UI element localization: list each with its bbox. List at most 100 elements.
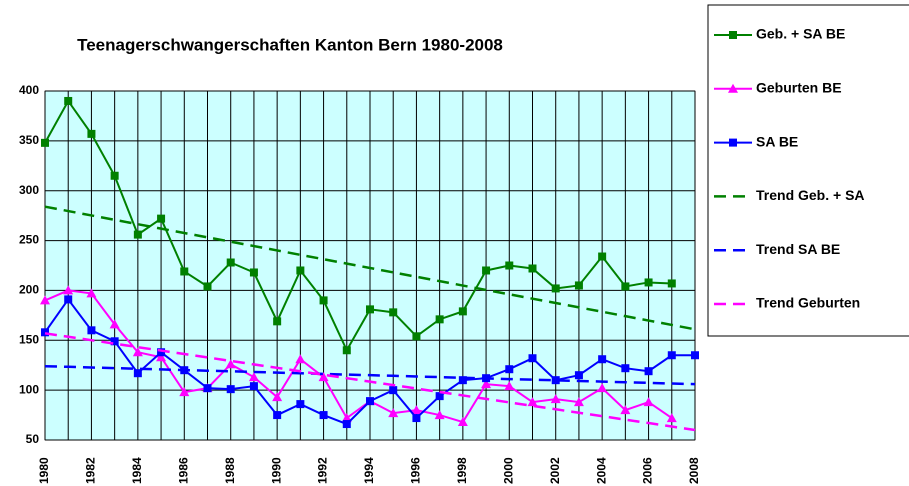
legend-marker bbox=[729, 31, 737, 39]
marker bbox=[156, 352, 167, 362]
marker bbox=[643, 397, 654, 407]
marker bbox=[551, 284, 560, 293]
chart-title: Teenagerschwangerschaften Kanton Bern 19… bbox=[77, 35, 503, 54]
x-tick-label: 1990 bbox=[269, 457, 283, 484]
legend-label: Trend Geb. + SA bbox=[756, 187, 865, 203]
marker bbox=[550, 394, 561, 404]
marker bbox=[389, 308, 398, 317]
marker bbox=[434, 410, 445, 420]
trend-line bbox=[44, 205, 696, 331]
marker bbox=[667, 351, 676, 360]
series bbox=[44, 364, 696, 386]
legend-label: SA BE bbox=[756, 133, 798, 149]
marker bbox=[435, 392, 444, 401]
marker bbox=[249, 268, 258, 277]
marker bbox=[412, 332, 421, 341]
y-tick-label: 200 bbox=[19, 283, 39, 297]
marker bbox=[388, 408, 399, 418]
marker bbox=[342, 420, 351, 429]
marker bbox=[248, 372, 259, 382]
marker bbox=[644, 278, 653, 287]
marker bbox=[296, 266, 305, 275]
y-tick-label: 150 bbox=[19, 332, 39, 346]
marker bbox=[621, 364, 630, 373]
marker bbox=[63, 285, 74, 295]
marker bbox=[527, 397, 538, 407]
marker bbox=[273, 317, 282, 326]
marker bbox=[644, 367, 653, 376]
marker bbox=[597, 383, 608, 393]
x-tick-label: 1982 bbox=[84, 457, 98, 484]
marker bbox=[226, 385, 235, 394]
legend: Geb. + SA BE Geburten BE SA BE Trend Geb. +… bbox=[707, 4, 909, 337]
marker bbox=[295, 354, 306, 364]
data-line bbox=[44, 289, 673, 424]
trend-line bbox=[44, 332, 696, 432]
y-tick-label: 400 bbox=[19, 83, 39, 97]
marker bbox=[133, 369, 142, 378]
marker bbox=[574, 281, 583, 290]
marker bbox=[551, 376, 560, 385]
x-tick-label: 2008 bbox=[687, 457, 701, 484]
legend-label: Geb. + SA BE bbox=[756, 26, 845, 42]
marker bbox=[481, 379, 492, 389]
marker bbox=[87, 326, 96, 335]
marker bbox=[64, 295, 73, 304]
marker bbox=[412, 414, 421, 423]
series bbox=[44, 205, 696, 331]
legend-label: Trend Geburten bbox=[756, 295, 860, 311]
trend-line bbox=[44, 364, 696, 386]
x-tick-label: 1992 bbox=[316, 457, 330, 484]
marker bbox=[157, 348, 166, 357]
marker bbox=[225, 359, 236, 369]
x-tick-label: 1996 bbox=[409, 457, 423, 484]
marker bbox=[458, 376, 467, 385]
marker bbox=[482, 266, 491, 275]
marker bbox=[179, 387, 190, 397]
marker bbox=[505, 365, 514, 374]
marker bbox=[341, 413, 352, 423]
marker bbox=[621, 282, 630, 291]
legend-box bbox=[707, 4, 909, 337]
marker bbox=[41, 138, 49, 147]
marker bbox=[203, 384, 212, 393]
marker bbox=[319, 296, 328, 305]
marker bbox=[86, 288, 97, 298]
marker bbox=[505, 261, 514, 270]
marker bbox=[318, 372, 329, 382]
marker bbox=[528, 264, 537, 273]
marker bbox=[226, 258, 235, 267]
y-tick-label: 350 bbox=[19, 133, 39, 147]
legend-marker bbox=[729, 138, 737, 147]
marker bbox=[666, 413, 677, 423]
marker bbox=[504, 381, 515, 391]
marker bbox=[273, 411, 282, 420]
legend-label: Trend SA BE bbox=[756, 241, 840, 257]
marker bbox=[667, 279, 676, 288]
marker bbox=[203, 282, 212, 291]
marker bbox=[319, 411, 328, 420]
marker bbox=[249, 382, 258, 391]
marker bbox=[64, 96, 73, 105]
x-tick-label: 2000 bbox=[501, 457, 515, 484]
y-tick-label: 50 bbox=[26, 432, 40, 446]
y-tick-label: 100 bbox=[19, 382, 39, 396]
marker bbox=[389, 386, 398, 395]
marker bbox=[458, 307, 467, 316]
x-tick-label: 1986 bbox=[176, 457, 190, 484]
marker bbox=[457, 417, 468, 427]
marker bbox=[40, 295, 50, 305]
marker bbox=[598, 355, 607, 364]
marker bbox=[435, 315, 444, 324]
marker bbox=[573, 397, 584, 407]
x-tick-label: 1988 bbox=[223, 457, 237, 484]
marker bbox=[41, 328, 49, 337]
series bbox=[44, 332, 696, 432]
legend-label: Geburten BE bbox=[756, 80, 842, 96]
series bbox=[41, 96, 676, 355]
marker bbox=[180, 267, 189, 276]
marker bbox=[528, 354, 537, 363]
marker bbox=[296, 400, 305, 409]
